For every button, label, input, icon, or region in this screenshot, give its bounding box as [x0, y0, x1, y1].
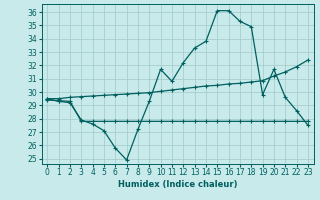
- X-axis label: Humidex (Indice chaleur): Humidex (Indice chaleur): [118, 180, 237, 189]
